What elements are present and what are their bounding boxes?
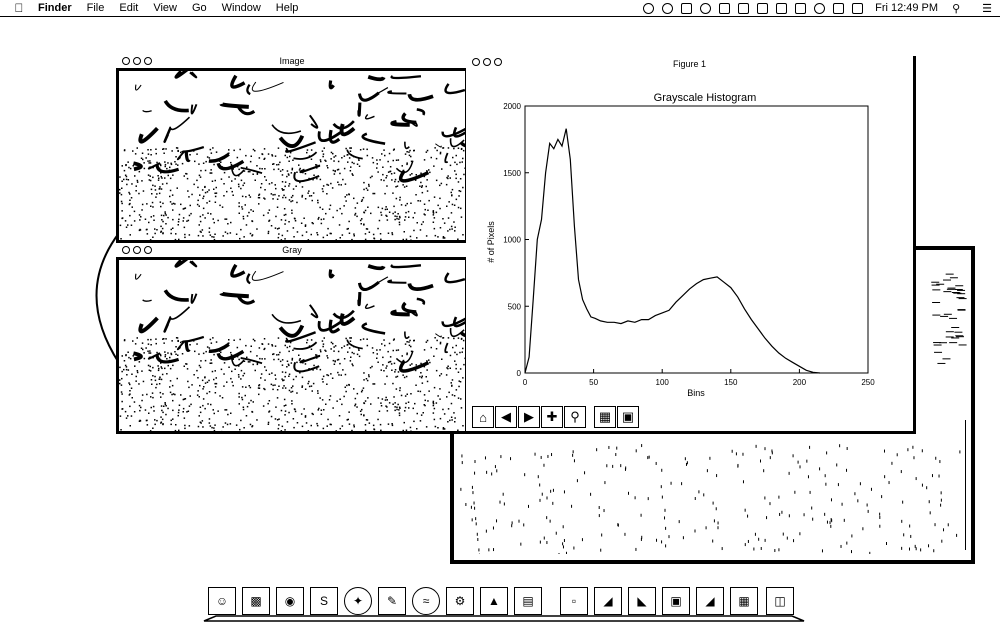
histogram-line — [524, 128, 821, 374]
zoom-icon[interactable]: ⚲ — [564, 406, 586, 428]
trash-icon[interactable]: ◫ — [766, 587, 794, 615]
dock: ☺ ▩ ◉ S ✦ ✎ ≈ ⚙ ▲ ▤ ▫ ◢ ◣ ▣ ◢ ▦ ◫ — [196, 582, 812, 622]
save-icon[interactable]: ▣ — [617, 406, 639, 428]
image-icon[interactable]: ▤ — [514, 587, 542, 615]
configure-icon[interactable]: ▦ — [594, 406, 616, 428]
forward-icon[interactable]: ▶ — [518, 406, 540, 428]
y-tick-label: 2000 — [503, 102, 521, 111]
status-icon[interactable] — [757, 2, 769, 14]
gray-photo — [116, 257, 468, 434]
figure-window-titlebar[interactable]: Figure 1 — [466, 56, 913, 72]
zoom-button[interactable] — [144, 57, 152, 65]
photo-icon[interactable]: ▲ — [480, 587, 508, 615]
apple-icon[interactable]:  — [12, 1, 26, 15]
menu-window[interactable]: Window — [221, 2, 261, 14]
figure-window[interactable]: Figure 1 Grayscale Histogram 0 50 100 150 20… — [466, 56, 916, 434]
status-icon[interactable] — [662, 2, 674, 14]
photo-icon[interactable]: ◢ — [594, 587, 622, 615]
image-icon[interactable]: ▣ — [662, 587, 690, 615]
y-tick-label: 0 — [517, 369, 522, 378]
image-window-title: Image — [279, 56, 305, 66]
gray-window-title: Gray — [282, 245, 302, 255]
menu-edit[interactable]: Edit — [119, 2, 139, 14]
safari-icon[interactable]: ✦ — [344, 587, 372, 615]
window-content-texture — [460, 273, 967, 554]
menu-help[interactable]: Help — [275, 2, 299, 14]
x-tick-label: 100 — [656, 378, 670, 387]
image-window[interactable]: Image — [116, 55, 468, 243]
y-tick-label: 500 — [508, 302, 522, 311]
figure-window-title: Figure 1 — [672, 59, 707, 69]
zoom-button[interactable] — [144, 246, 152, 254]
wifi-icon[interactable] — [814, 2, 826, 14]
airplay-icon[interactable] — [776, 2, 788, 14]
calendar-icon[interactable]: ▦ — [730, 587, 758, 615]
menu-bar:  Finder File Edit View Go Window Help F… — [0, 0, 1000, 17]
gray-window-titlebar[interactable]: Gray — [116, 244, 468, 257]
list-icon[interactable]: ☰ — [982, 2, 992, 15]
y-tick-label: 1000 — [503, 236, 521, 245]
gray-window[interactable]: Gray — [116, 244, 468, 434]
volume-icon[interactable] — [833, 2, 845, 14]
connector-arc — [95, 232, 120, 364]
image-window-titlebar[interactable]: Image — [116, 55, 468, 68]
x-tick-label: 150 — [724, 378, 738, 387]
spotify-icon[interactable]: ≈ — [412, 587, 440, 615]
x-tick-label: 0 — [523, 378, 528, 387]
x-tick-label: 50 — [589, 378, 598, 387]
x-axis-label: Bins — [687, 388, 705, 398]
status-icon[interactable] — [643, 2, 655, 14]
menu-finder[interactable]: Finder — [38, 2, 72, 14]
x-tick-label: 200 — [793, 378, 807, 387]
search-icon[interactable]: ⚲ — [952, 2, 961, 15]
x-tick-label: 250 — [861, 378, 875, 387]
chart-title: Grayscale Histogram — [654, 92, 757, 104]
back-icon[interactable]: ◀ — [495, 406, 517, 428]
finder-icon[interactable]: ☺ — [208, 587, 236, 615]
battery-icon[interactable] — [852, 2, 864, 14]
zoom-button[interactable] — [494, 58, 502, 66]
system-preferences-icon[interactable]: ⚙ — [446, 587, 474, 615]
close-button[interactable] — [122, 57, 130, 65]
status-icon[interactable] — [719, 2, 731, 14]
dock-shelf — [203, 615, 805, 622]
image-photo — [116, 68, 468, 243]
dropbox-icon[interactable] — [700, 2, 712, 14]
menu-go[interactable]: Go — [191, 2, 207, 14]
window-scrollbar[interactable] — [965, 420, 969, 550]
preview-icon[interactable]: ◉ — [276, 587, 304, 615]
pan-icon[interactable]: ✚ — [541, 406, 563, 428]
document-icon[interactable]: ▫ — [560, 587, 588, 615]
minimize-button[interactable] — [483, 58, 491, 66]
image-icon[interactable]: ◢ — [696, 587, 724, 615]
terminal-icon[interactable]: ▩ — [242, 587, 270, 615]
close-button[interactable] — [472, 58, 480, 66]
status-icon[interactable] — [681, 2, 693, 14]
bluetooth-icon[interactable] — [795, 2, 807, 14]
minimize-button[interactable] — [133, 57, 141, 65]
menu-view[interactable]: View — [153, 2, 177, 14]
histogram-chart: Grayscale Histogram 0 50 100 150 200 250 0 500 1… — [486, 92, 875, 398]
figure-toolbar: ⌂ ◀ ▶ ✚ ⚲ ▦ ▣ — [472, 406, 642, 428]
y-axis-label: # of Pixels — [486, 221, 496, 263]
notes-icon[interactable]: ✎ — [378, 587, 406, 615]
status-icon[interactable] — [738, 2, 750, 14]
image-icon[interactable]: ◣ — [628, 587, 656, 615]
close-button[interactable] — [122, 246, 130, 254]
menu-clock[interactable]: Fri 12:49 PM — [875, 2, 939, 14]
skype-icon[interactable]: S — [310, 587, 338, 615]
plot-area — [524, 105, 869, 374]
home-icon[interactable]: ⌂ — [472, 406, 494, 428]
menu-file[interactable]: File — [86, 2, 105, 14]
minimize-button[interactable] — [133, 246, 141, 254]
y-tick-label: 1500 — [503, 169, 521, 178]
